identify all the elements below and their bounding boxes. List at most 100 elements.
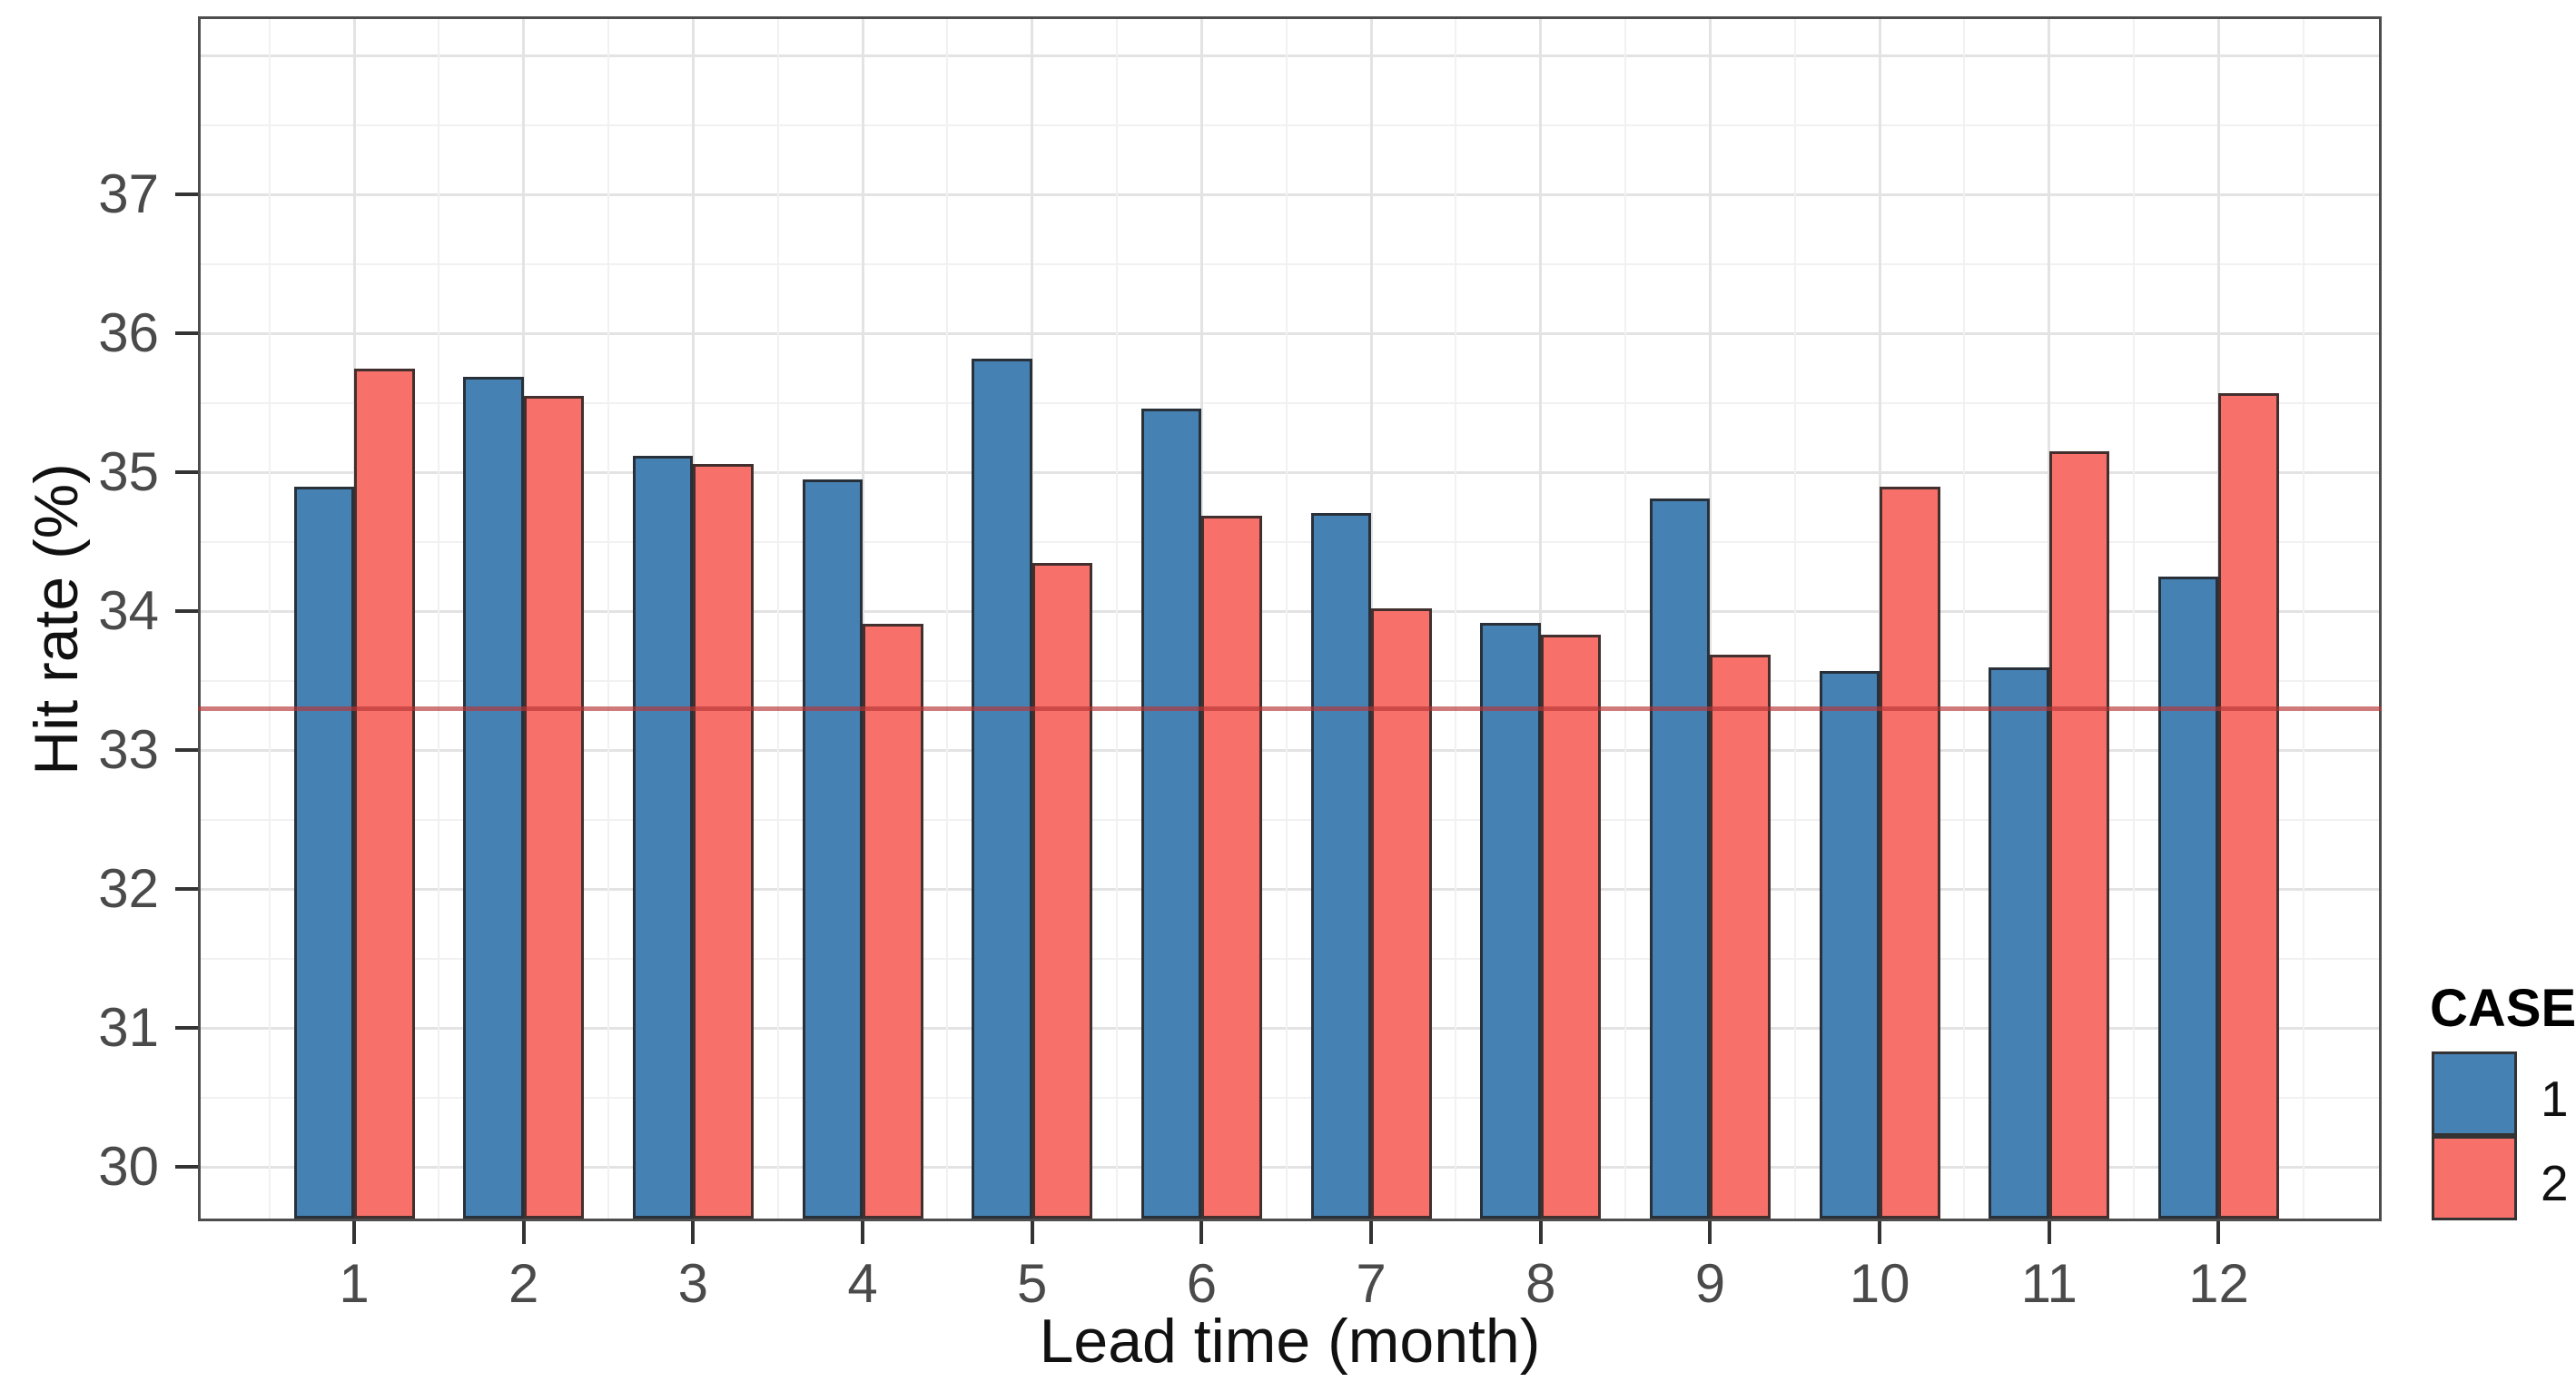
bar-month9-case2 — [1710, 654, 1771, 1219]
x-tick-label: 3 — [677, 1253, 709, 1314]
bar-month3-case1 — [632, 455, 694, 1219]
gridline-minor-y — [201, 262, 2379, 265]
y-tick-mark — [175, 192, 198, 197]
gridline-minor-x — [1624, 19, 1627, 1219]
gridline-major-y — [201, 192, 2379, 196]
bar-month1-case2 — [354, 368, 415, 1219]
gridline-minor-y — [201, 957, 2379, 960]
gridline-major-x — [1539, 19, 1543, 1219]
x-tick-mark — [861, 1221, 865, 1244]
bar-month11-case2 — [2048, 451, 2110, 1219]
x-tick-mark — [1369, 1221, 1374, 1244]
x-tick-label: 11 — [2020, 1253, 2078, 1314]
x-tick-mark — [1030, 1221, 1034, 1244]
y-tick-mark — [175, 609, 198, 614]
bar-month10-case2 — [1880, 486, 1940, 1219]
bar-month2-case2 — [523, 396, 585, 1219]
bar-month8-case2 — [1540, 635, 1602, 1219]
gridline-minor-x — [268, 19, 271, 1219]
legend-title: CASE — [2430, 979, 2576, 1038]
gridline-minor-y — [201, 818, 2379, 821]
gridline-minor-x — [1455, 19, 1457, 1219]
y-tick-mark — [175, 887, 198, 892]
y-tick-label: 30 — [98, 1136, 159, 1198]
bar-month11-case1 — [1989, 666, 2049, 1219]
x-tick-mark — [691, 1221, 696, 1244]
y-tick-label: 36 — [98, 302, 159, 364]
y-tick-mark — [175, 1165, 198, 1170]
bar-month9-case1 — [1649, 499, 1711, 1219]
bar-month4-case2 — [863, 624, 923, 1219]
gridline-minor-y — [201, 679, 2379, 682]
x-tick-mark — [1199, 1221, 1204, 1244]
gridline-major-y — [201, 609, 2379, 613]
bar-month7-case2 — [1371, 608, 1432, 1219]
y-tick-mark — [175, 470, 198, 475]
gridline-major-y — [201, 1165, 2379, 1169]
gridline-minor-y — [201, 540, 2379, 543]
bar-month6-case2 — [1201, 515, 1262, 1219]
gridline-minor-x — [1116, 19, 1119, 1219]
y-tick-mark — [175, 331, 198, 336]
gridline-minor-y — [201, 123, 2379, 126]
bar-month4-case1 — [802, 479, 864, 1219]
gridline-major-y — [201, 54, 2379, 57]
y-tick-mark — [175, 748, 198, 753]
reference-line — [198, 706, 2382, 711]
x-axis-title: Lead time (month) — [1039, 1307, 1541, 1376]
x-tick-mark — [1878, 1221, 1882, 1244]
x-tick-label: 9 — [1694, 1253, 1726, 1314]
y-tick-label: 32 — [98, 858, 159, 920]
x-tick-label: 5 — [1017, 1253, 1048, 1314]
x-tick-label: 8 — [1525, 1253, 1556, 1314]
legend-swatch-case1 — [2432, 1051, 2517, 1136]
x-tick-mark — [2216, 1221, 2221, 1244]
bar-month1-case1 — [293, 486, 354, 1219]
y-tick-mark — [175, 1026, 198, 1031]
x-tick-mark — [352, 1221, 356, 1244]
gridline-minor-x — [1285, 19, 1288, 1219]
x-tick-label: 7 — [1356, 1253, 1387, 1314]
bar-month8-case1 — [1480, 622, 1541, 1219]
x-tick-mark — [521, 1221, 526, 1244]
gridline-major-y — [201, 887, 2379, 891]
y-tick-label: 34 — [98, 580, 159, 642]
gridline-minor-x — [1793, 19, 1796, 1219]
x-tick-label: 2 — [508, 1253, 539, 1314]
x-tick-label: 10 — [1849, 1253, 1910, 1314]
x-tick-mark — [1538, 1221, 1543, 1244]
bar-month3-case2 — [693, 464, 754, 1219]
bar-month10-case1 — [1819, 671, 1880, 1219]
gridline-minor-x — [946, 19, 949, 1219]
bar-month2-case1 — [463, 376, 524, 1219]
gridline-minor-x — [2302, 19, 2305, 1219]
bar-month6-case1 — [1140, 408, 1202, 1219]
x-tick-mark — [2047, 1221, 2051, 1244]
x-tick-label: 6 — [1186, 1253, 1218, 1314]
y-tick-label: 35 — [98, 441, 159, 503]
gridline-major-y — [201, 331, 2379, 335]
bar-month12-case2 — [2218, 393, 2279, 1219]
gridline-major-y — [201, 1026, 2379, 1030]
legend-label-case2: 2 — [2541, 1155, 2569, 1211]
x-tick-label: 4 — [847, 1253, 878, 1314]
gridline-minor-y — [201, 1096, 2379, 1099]
gridline-minor-x — [776, 19, 779, 1219]
x-tick-label: 12 — [2188, 1253, 2249, 1314]
gridline-major-x — [1708, 19, 1712, 1219]
bar-month5-case1 — [972, 358, 1032, 1219]
gridline-minor-y — [201, 401, 2379, 404]
gridline-minor-x — [438, 19, 440, 1219]
y-axis-title: Hit rate (%) — [22, 462, 91, 775]
x-tick-label: 1 — [339, 1253, 370, 1314]
y-tick-label: 33 — [98, 719, 159, 781]
gridline-major-y — [201, 470, 2379, 474]
bar-month12-case1 — [2157, 577, 2219, 1219]
gridline-minor-x — [2133, 19, 2136, 1219]
bar-month5-case2 — [1031, 562, 1093, 1219]
gridline-major-y — [201, 748, 2379, 752]
gridline-minor-x — [1963, 19, 1966, 1219]
x-tick-mark — [1708, 1221, 1712, 1244]
y-tick-label: 37 — [98, 163, 159, 225]
